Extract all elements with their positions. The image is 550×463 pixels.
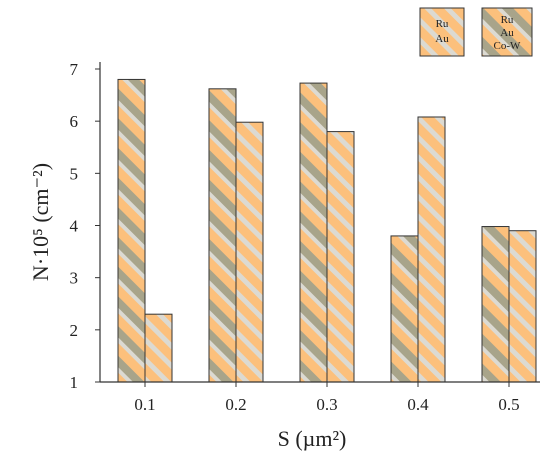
bars-group [117, 78, 537, 383]
bar-ru-au-co-w-0-5 [481, 226, 510, 383]
legend-item-ru-au-co-w: Ru Au Co-W [481, 7, 533, 57]
x-tick-label: 0.3 [316, 395, 337, 414]
legend-label-ru-au-line-1: Ru [436, 18, 449, 30]
legend-swatch-ru-au-co-w [481, 7, 533, 57]
y-tick-label: 3 [70, 269, 79, 288]
bar-ru-au-co-w-0-4 [390, 235, 419, 383]
y-tick-label: 6 [70, 112, 79, 131]
bar-ru-au-0-5 [508, 230, 537, 383]
x-tick-label: 0.1 [134, 395, 155, 414]
legend-label-ru-au-co-w-line-1: Ru [501, 14, 514, 26]
bar-ru-au-co-w-0-3 [299, 82, 328, 383]
legend-label-ru-au-co-w-line-2: Au [500, 27, 514, 39]
y-tick-label: 4 [70, 217, 79, 236]
bar-ru-au-co-w-0-2 [208, 88, 237, 383]
legend-swatch-ru-au [419, 7, 465, 57]
y-tick-label: 2 [70, 321, 79, 340]
legend-label-ru-au-co-w-line-3: Co-W [494, 40, 522, 52]
legend-label-ru-au-line-2: Au [435, 33, 449, 45]
bar-ru-au-0-3 [326, 131, 355, 383]
x-tick-label: 0.4 [407, 395, 429, 414]
bar-ru-au-0-1 [144, 313, 173, 383]
x-tick-label: 0.2 [225, 395, 246, 414]
y-tick-label: 1 [70, 373, 79, 392]
legend-item-ru-au: Ru Au [419, 7, 465, 57]
bar-ru-au-co-w-0-1 [117, 78, 146, 383]
y-tick-label: 7 [70, 60, 79, 79]
legend: Ru Au Ru Au Co-W [419, 7, 533, 57]
y-ticks-group: 1 2 3 4 5 6 7 [70, 60, 100, 392]
y-axis-title: N·10⁵ (cm⁻²) [28, 163, 53, 281]
x-tick-label: 0.5 [498, 395, 519, 414]
bar-ru-au-0-2 [235, 121, 264, 383]
bar-ru-au-0-4 [417, 116, 446, 383]
x-ticks-group: 0.1 0.2 0.3 0.4 0.5 [134, 382, 520, 414]
x-axis-title: S (µm²) [278, 426, 347, 451]
y-tick-label: 5 [70, 164, 79, 183]
